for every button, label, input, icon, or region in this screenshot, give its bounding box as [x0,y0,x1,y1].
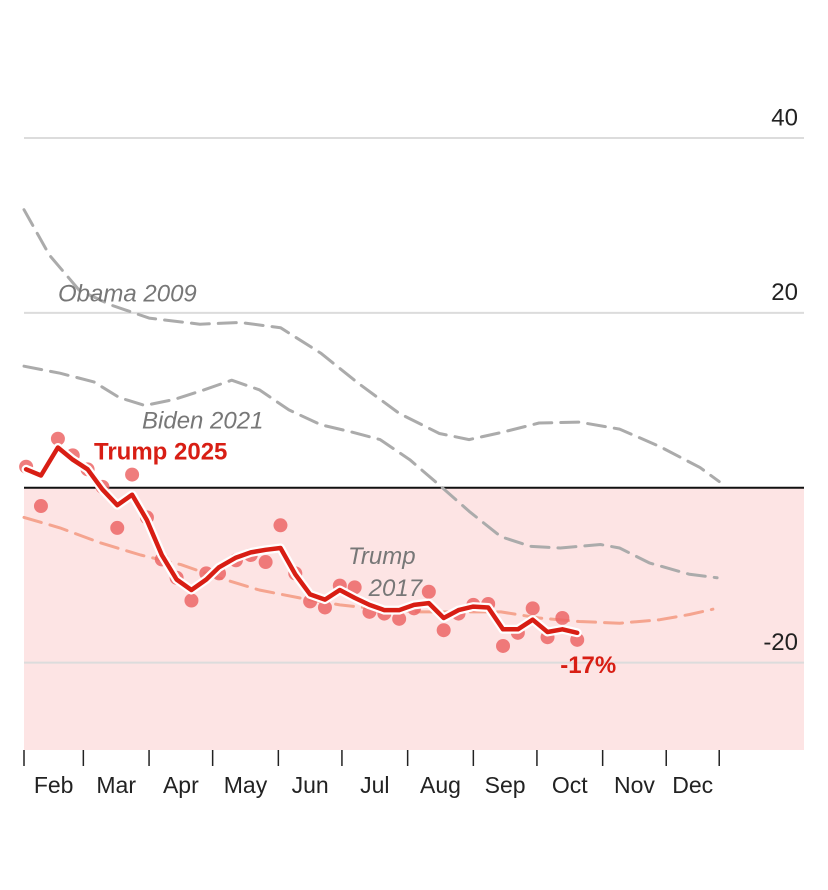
trend-line [23,445,580,636]
poll-dot [110,520,125,535]
poll-dot [555,610,570,625]
x-tick-label: May [224,772,268,798]
x-tick-label: Nov [614,772,655,798]
series-label: Obama 2009 [58,280,197,307]
y-tick-label: -20 [763,629,798,656]
series-label: Biden 2021 [142,407,263,434]
poll-dot [273,518,288,533]
poll-dot [50,431,65,446]
x-tick-label: Jun [292,772,329,798]
y-tick-label: 20 [771,279,798,306]
x-tick-label: Jul [360,772,389,798]
poll-dot [184,593,199,608]
dashed-line [22,364,719,580]
dashed-line [22,208,721,484]
x-tick-label: Dec [672,772,713,798]
poll-dot [392,611,407,626]
poll-dot [317,600,332,615]
value-label: -17% [560,652,616,679]
series-label: Trump 2017 [348,543,424,602]
negative-region [24,487,804,750]
x-tick-label: Feb [34,772,74,798]
series-label: Trump 2025 [94,438,227,465]
poll-dot [421,584,436,599]
x-tick-label: Oct [552,772,588,798]
poll-dot [33,499,48,514]
poll-dot [125,467,140,482]
poll-dot [436,623,451,638]
x-tick-label: Aug [420,772,461,798]
poll-dot [347,580,362,595]
x-tick-label: Mar [96,772,136,798]
poll-dot [496,638,511,653]
poll-dot [258,555,273,570]
poll-dot [525,601,540,616]
x-tick-label: Apr [163,772,199,798]
x-tick-label: Sep [485,772,526,798]
y-tick-label: 40 [771,104,798,131]
